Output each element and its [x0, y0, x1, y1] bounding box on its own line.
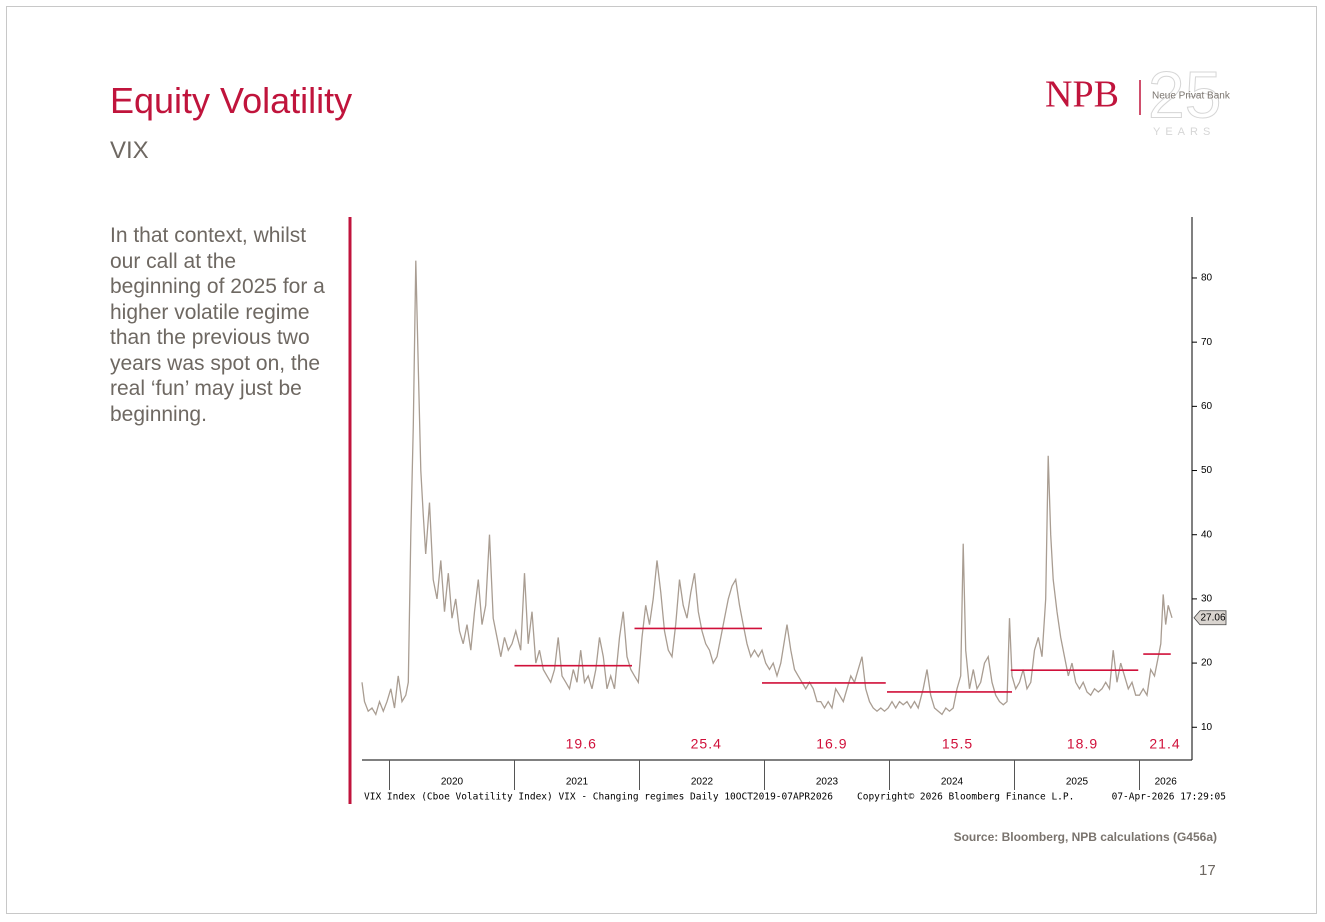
- x-tick-label: 2026: [1155, 777, 1178, 788]
- x-tick-label: 2025: [1066, 777, 1089, 788]
- regime-label: 21.4: [1149, 736, 1180, 752]
- logo-name: Neue Privat Bank: [1152, 91, 1231, 102]
- page-number: 17: [1199, 862, 1216, 879]
- chart-footer-center: Copyright© 2026 Bloomberg Finance L.P.: [857, 792, 1074, 803]
- logo-brand: NPB: [1045, 74, 1119, 116]
- y-tick-label: 60: [1201, 401, 1213, 412]
- subtitle: VIX: [110, 137, 149, 164]
- x-tick-label: 2024: [941, 777, 964, 788]
- y-tick-label: 70: [1201, 337, 1213, 348]
- body-text: In that context, whilst our call at the …: [110, 224, 325, 426]
- x-tick-label: 2020: [441, 777, 464, 788]
- x-tick-label: 2021: [566, 777, 589, 788]
- last-value-tag: [1193, 610, 1227, 626]
- logo-years: YEARS: [1153, 126, 1215, 138]
- source: Source: Bloomberg, NPB calculations (G45…: [953, 830, 1217, 844]
- regime-label: 15.5: [942, 736, 973, 752]
- x-tick-label: 2022: [691, 777, 714, 788]
- regime-label: 16.9: [816, 736, 847, 752]
- last-value-label: 27.06: [1200, 612, 1225, 623]
- title: Equity Volatility: [110, 80, 353, 121]
- slide-frame: [6, 6, 1317, 914]
- y-tick-label: 40: [1201, 529, 1213, 540]
- vix-line: [361, 260, 1173, 717]
- chart-footer-left: VIX Index (Cboe Volatility Index) VIX - …: [364, 792, 833, 803]
- regime-label: 25.4: [691, 736, 722, 752]
- x-tick-label: 2023: [816, 777, 839, 788]
- y-tick-label: 80: [1201, 273, 1213, 284]
- y-tick-label: 20: [1201, 658, 1213, 669]
- y-tick-label: 50: [1201, 465, 1213, 476]
- logo-anniversary: 25: [1148, 57, 1221, 131]
- chart-footer-right: 07-Apr-2026 17:29:05: [1112, 792, 1226, 803]
- regime-label: 18.9: [1067, 736, 1098, 752]
- y-tick-label: 30: [1201, 594, 1213, 605]
- y-tick-label: 10: [1201, 722, 1213, 733]
- regime-label: 19.6: [566, 736, 597, 752]
